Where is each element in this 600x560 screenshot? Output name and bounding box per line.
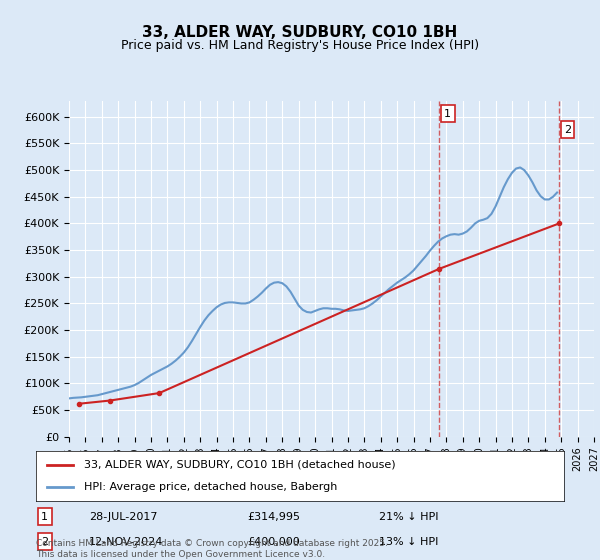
Text: 33, ALDER WAY, SUDBURY, CO10 1BH (detached house): 33, ALDER WAY, SUDBURY, CO10 1BH (detach… <box>83 460 395 470</box>
Text: £400,000: £400,000 <box>247 537 300 547</box>
Text: £314,995: £314,995 <box>247 512 300 521</box>
Text: 1: 1 <box>444 109 451 119</box>
Text: 28-JUL-2017: 28-JUL-2017 <box>89 512 157 521</box>
Text: 21% ↓ HPI: 21% ↓ HPI <box>379 512 439 521</box>
Text: 2: 2 <box>564 125 571 135</box>
Text: 1: 1 <box>41 512 48 521</box>
Text: HPI: Average price, detached house, Babergh: HPI: Average price, detached house, Babe… <box>83 482 337 492</box>
Text: Price paid vs. HM Land Registry's House Price Index (HPI): Price paid vs. HM Land Registry's House … <box>121 39 479 52</box>
Text: 33, ALDER WAY, SUDBURY, CO10 1BH: 33, ALDER WAY, SUDBURY, CO10 1BH <box>142 25 458 40</box>
Text: Contains HM Land Registry data © Crown copyright and database right 2025.
This d: Contains HM Land Registry data © Crown c… <box>36 539 388 559</box>
Text: 12-NOV-2024: 12-NOV-2024 <box>89 537 163 547</box>
Text: 2: 2 <box>41 537 49 547</box>
Text: 13% ↓ HPI: 13% ↓ HPI <box>379 537 439 547</box>
